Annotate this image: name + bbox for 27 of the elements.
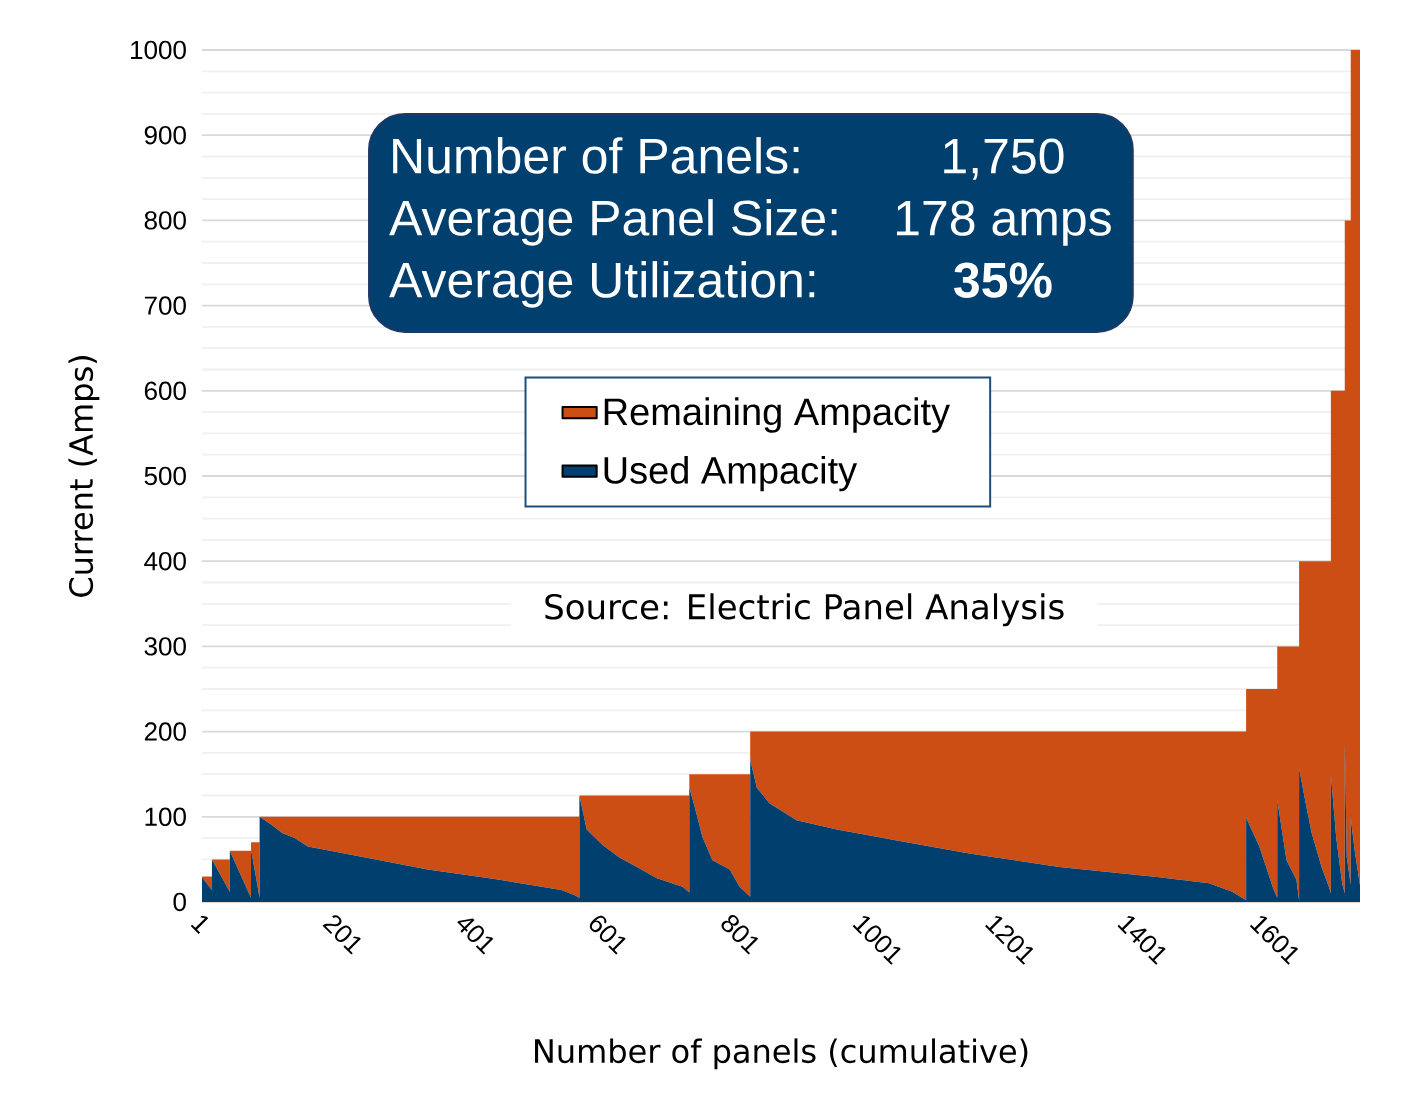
y-tick-label: 900 — [144, 125, 186, 145]
y-tick-label: 600 — [144, 381, 186, 400]
x-tick-label: 401 — [457, 918, 494, 955]
x-tick-label: 801 — [721, 915, 759, 955]
legend-label: Remaining Ampacity — [604, 397, 950, 433]
y-tick-label: 700 — [144, 296, 186, 315]
x-tick-label: 201 — [322, 915, 361, 955]
y-tick-label: 400 — [144, 551, 186, 571]
annotation: Average Panel Size: — [389, 199, 837, 246]
legend-label: Used Ampacity — [604, 455, 858, 492]
y-tick-label: 800 — [144, 211, 186, 230]
y-tick-label: 500 — [144, 466, 186, 486]
annotation: 1,750 — [944, 138, 1064, 180]
y-tick-label: 200 — [144, 722, 186, 741]
annotation: 178 amps — [896, 200, 1111, 246]
annotation: Source: Electric Panel Analysis — [545, 593, 1064, 627]
annotation: Average Utilization: — [389, 261, 815, 308]
y-axis-title: Current (Amps) — [68, 356, 100, 597]
annotation: 35% — [954, 262, 1052, 298]
y-tick-label: 100 — [145, 807, 186, 826]
x-axis-title: Number of panels (cumulative) — [535, 1038, 1028, 1070]
y-tick-label: 0 — [173, 892, 186, 912]
x-tick-label: 1 — [190, 915, 209, 934]
x-tick-label: 601 — [589, 915, 626, 955]
y-tick-label: 300 — [144, 637, 186, 656]
annotation: Number of Panels: — [393, 137, 799, 174]
y-tick-label: 1000 — [131, 40, 186, 60]
